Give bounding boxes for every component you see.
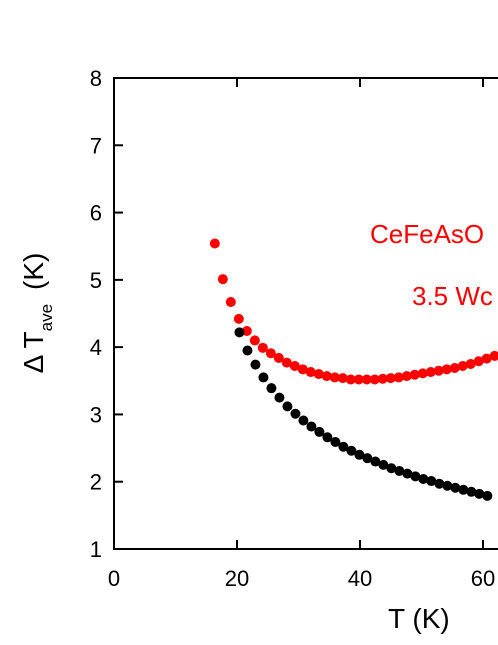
data-point	[266, 383, 277, 394]
data-point	[481, 353, 492, 364]
data-point	[329, 372, 340, 383]
data-point	[346, 445, 357, 456]
data-point	[242, 345, 253, 356]
data-point	[489, 350, 498, 361]
data-points	[209, 238, 498, 501]
data-point	[274, 392, 285, 403]
data-point	[394, 465, 405, 476]
data-point	[362, 453, 373, 464]
data-point	[233, 313, 244, 324]
data-point	[265, 348, 276, 359]
data-point	[401, 371, 412, 382]
x-tick-label: 0	[108, 566, 120, 591]
data-point	[449, 363, 460, 374]
data-point	[297, 364, 308, 375]
data-point	[289, 360, 300, 371]
svg-text:Δ Tave(K): Δ Tave (K)	[18, 253, 56, 374]
y-tick-label: 3	[90, 402, 102, 427]
data-point	[386, 463, 397, 474]
annotation-compound: CeFeAsO	[370, 219, 484, 249]
y-axis-title-sub: ave	[37, 304, 56, 331]
data-point	[321, 371, 332, 382]
x-tick-label: 40	[348, 566, 372, 591]
data-point	[369, 374, 380, 385]
data-point	[385, 373, 396, 384]
y-tick-label: 8	[90, 66, 102, 91]
y-tick-label: 6	[90, 201, 102, 226]
tick-labels: 1 2 3 4 5 6 7 8 0 20 40 60	[90, 66, 495, 591]
y-tick-label: 2	[90, 470, 102, 495]
data-point	[298, 415, 309, 426]
data-point	[322, 432, 333, 443]
data-point	[273, 352, 284, 363]
data-point	[217, 274, 228, 285]
data-point	[241, 325, 252, 336]
data-point	[465, 358, 476, 369]
y-tick-label: 4	[90, 335, 102, 360]
data-point	[313, 369, 324, 380]
data-point	[393, 372, 404, 383]
data-point	[433, 365, 444, 376]
data-point	[434, 478, 445, 489]
data-point	[426, 476, 437, 487]
x-tick-label: 20	[225, 566, 249, 591]
data-point	[418, 474, 429, 485]
data-point	[466, 486, 477, 497]
data-point	[353, 374, 364, 385]
x-axis-title: T (K)	[388, 603, 450, 634]
data-point	[410, 471, 421, 482]
data-point	[306, 421, 317, 432]
data-point	[441, 364, 452, 375]
data-point	[258, 372, 269, 383]
y-tick-label: 5	[90, 268, 102, 293]
data-point	[378, 459, 389, 470]
data-point	[458, 484, 469, 495]
data-point	[337, 373, 348, 384]
data-point	[354, 449, 365, 460]
data-point	[249, 335, 260, 346]
y-tick-label: 1	[90, 537, 102, 562]
data-point	[250, 359, 261, 370]
data-point	[473, 356, 484, 367]
data-point	[425, 367, 436, 378]
data-point	[457, 360, 468, 371]
data-point	[290, 408, 301, 419]
x-tick-label: 60	[471, 566, 495, 591]
data-point	[450, 482, 461, 493]
data-point	[281, 357, 292, 368]
data-point	[225, 297, 236, 308]
data-point	[402, 468, 413, 479]
y-axis-title: Δ Tave (K)	[18, 253, 56, 374]
data-point	[409, 369, 420, 380]
data-point	[417, 368, 428, 379]
y-tick-label: 7	[90, 133, 102, 158]
data-point	[234, 327, 245, 338]
data-point	[330, 437, 341, 448]
data-point	[345, 374, 356, 385]
data-point	[257, 342, 268, 353]
data-point	[314, 426, 325, 437]
data-point	[361, 374, 372, 385]
data-point	[370, 456, 381, 467]
annotation-power: 3.5 Wc	[412, 281, 493, 311]
data-point	[338, 441, 349, 452]
axes	[113, 77, 498, 550]
y-axis-title-unit: (K)	[18, 253, 49, 290]
data-point	[305, 367, 316, 378]
data-point	[482, 490, 493, 501]
data-point	[209, 238, 220, 249]
data-point	[282, 401, 293, 412]
data-point	[442, 480, 453, 491]
data-point	[474, 488, 485, 499]
data-point	[377, 373, 388, 384]
y-axis-title-main: Δ T	[18, 331, 49, 373]
